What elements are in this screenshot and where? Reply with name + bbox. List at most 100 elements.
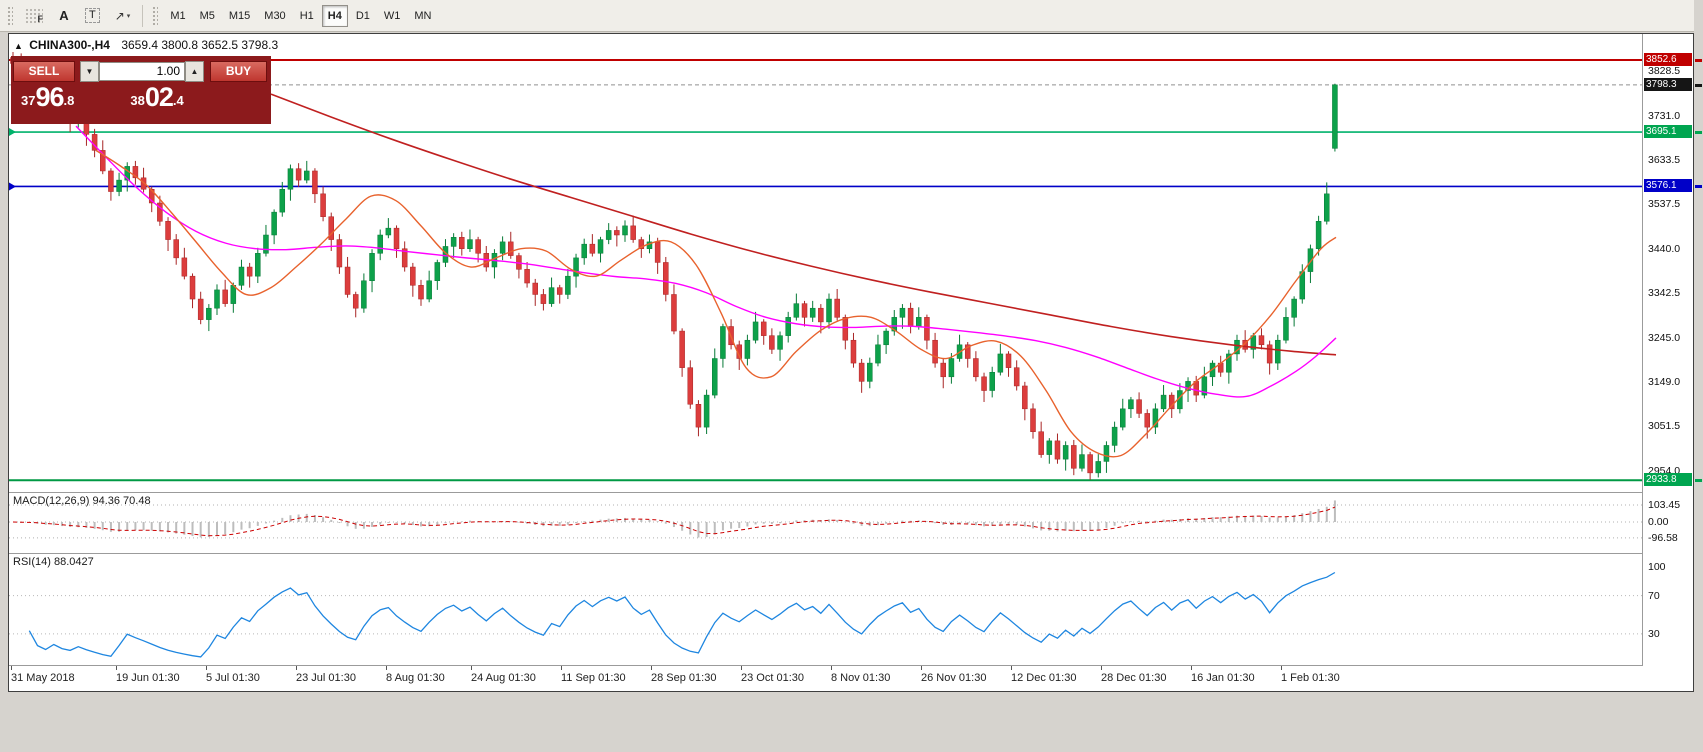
symbol-label: CHINA300-,H4 [29, 38, 110, 52]
hline-price-tag: 3852.6 [1644, 52, 1692, 66]
time-tick [11, 666, 12, 670]
timeframe-mn-button[interactable]: MN [408, 5, 437, 27]
time-tick [651, 666, 652, 670]
arrows-tool-button[interactable]: ↗ ▾ [109, 5, 137, 27]
time-tick [831, 666, 832, 670]
candle [377, 234, 383, 254]
candle [809, 307, 816, 318]
candle [1013, 367, 1020, 387]
chevron-down-icon: ▾ [126, 12, 131, 20]
candle [295, 168, 302, 181]
panel-separator[interactable] [9, 553, 1693, 554]
candle [328, 216, 334, 240]
timeframe-m1-button[interactable]: M1 [164, 5, 191, 27]
candle [818, 307, 824, 323]
rsi-scale-tick: 100 [1648, 561, 1666, 573]
main-price-chart[interactable] [9, 34, 1642, 492]
line-edge-marker-icon [1695, 131, 1702, 135]
time-tick-label: 12 Dec 01:30 [1011, 672, 1077, 684]
timeframe-h1-button[interactable]: H1 [294, 5, 320, 27]
hline-price-tag: 3576.1 [1644, 179, 1692, 193]
candle [352, 294, 359, 309]
candle [304, 170, 310, 181]
sell-price-pips: .8 [63, 93, 75, 108]
candle [1160, 394, 1167, 410]
candle [467, 239, 473, 249]
templates-tool-button[interactable]: F [19, 5, 49, 27]
candle [964, 344, 971, 359]
candle [875, 344, 881, 364]
candle [1095, 461, 1102, 474]
buy-price-big-digits: 02 [144, 82, 174, 112]
template-f-icon: F [25, 7, 43, 24]
candle [450, 237, 457, 247]
text-t-icon: T [85, 8, 100, 23]
toolbar-grip[interactable] [7, 5, 13, 26]
time-tick [561, 666, 562, 670]
candle [1324, 193, 1330, 222]
candle [1283, 317, 1289, 341]
sell-button[interactable]: SELL [13, 60, 75, 82]
timeframe-d1-button[interactable]: D1 [350, 5, 376, 27]
arrow-up-icon: ▲ [190, 66, 199, 76]
text-tool-button[interactable]: T [79, 5, 106, 27]
candle [997, 353, 1004, 373]
time-tick-label: 1 Feb 01:30 [1281, 672, 1340, 684]
timeframe-h4-button[interactable]: H4 [321, 4, 348, 27]
line-edge-marker-icon [1695, 479, 1702, 483]
candle [197, 298, 204, 320]
toolbar-grip[interactable] [152, 5, 159, 26]
ma-slow-red [270, 93, 1337, 356]
timeframe-m30-button[interactable]: M30 [258, 5, 291, 27]
macd-panel[interactable] [9, 493, 1642, 553]
candle [475, 239, 481, 254]
sell-price[interactable]: 37 96.8 [21, 84, 74, 111]
candle [1258, 335, 1265, 346]
label-tool-button[interactable]: A [52, 5, 76, 27]
time-axis[interactable]: 31 May 2018 19 Jun 01:30 5 Jul 01:30 23 Jul… [9, 666, 1642, 690]
time-tick-label: 23 Jul 01:30 [296, 672, 356, 684]
candle [100, 150, 106, 172]
timeframe-m5-button[interactable]: M5 [194, 5, 221, 27]
scale-separator [1642, 34, 1643, 666]
candle [769, 335, 775, 350]
candle [1120, 408, 1126, 428]
candle [687, 367, 694, 405]
panel-separator [9, 665, 1693, 666]
candle [720, 326, 726, 359]
buy-button[interactable]: BUY [210, 60, 267, 82]
timeframe-m15-button[interactable]: M15 [223, 5, 256, 27]
toolbar: F A T ↗ ▾ M1 M5 M15 M30 H1 H4 D1 W1 MN [0, 0, 1703, 32]
ohlc-values: 3659.4 3800.8 3652.5 3798.3 [121, 38, 279, 52]
candle [883, 330, 889, 346]
time-tick-label: 28 Sep 01:30 [651, 672, 717, 684]
candle [826, 298, 832, 323]
chart-window: 31 May 2018 19 Jun 01:30 5 Jul 01:30 23 Jul… [8, 33, 1694, 692]
volume-increase-button[interactable]: ▲ [185, 60, 204, 82]
rsi-panel[interactable] [9, 554, 1642, 665]
hline-price-tag: 3695.1 [1644, 125, 1692, 139]
candle [418, 285, 424, 300]
timeframe-w1-button[interactable]: W1 [378, 5, 407, 27]
candle [924, 317, 930, 341]
time-tick-label: 11 Sep 01:30 [561, 672, 626, 684]
candle [271, 211, 277, 236]
candle [140, 177, 147, 190]
line-edge-marker-icon [1695, 58, 1702, 62]
candle [426, 280, 432, 300]
candle [157, 202, 163, 222]
candle [401, 248, 408, 268]
price-scale[interactable]: 3828.5 3731.0 3633.5 3537.5 3440.0 3342.5 3245… [1643, 34, 1693, 666]
macd-scale-tick: 0.00 [1648, 516, 1669, 528]
panel-separator[interactable] [9, 492, 1693, 493]
volume-input[interactable] [99, 61, 185, 81]
candle [1275, 339, 1281, 364]
time-tick [1191, 666, 1192, 670]
time-tick-label: 19 Jun 01:30 [116, 672, 180, 684]
buy-price[interactable]: 38 02.4 [130, 84, 183, 111]
volume-decrease-button[interactable]: ▼ [80, 60, 99, 82]
hline-price-tag: 2933.8 [1644, 473, 1692, 487]
line-edge-marker-icon [9, 128, 16, 137]
candle [663, 262, 669, 295]
